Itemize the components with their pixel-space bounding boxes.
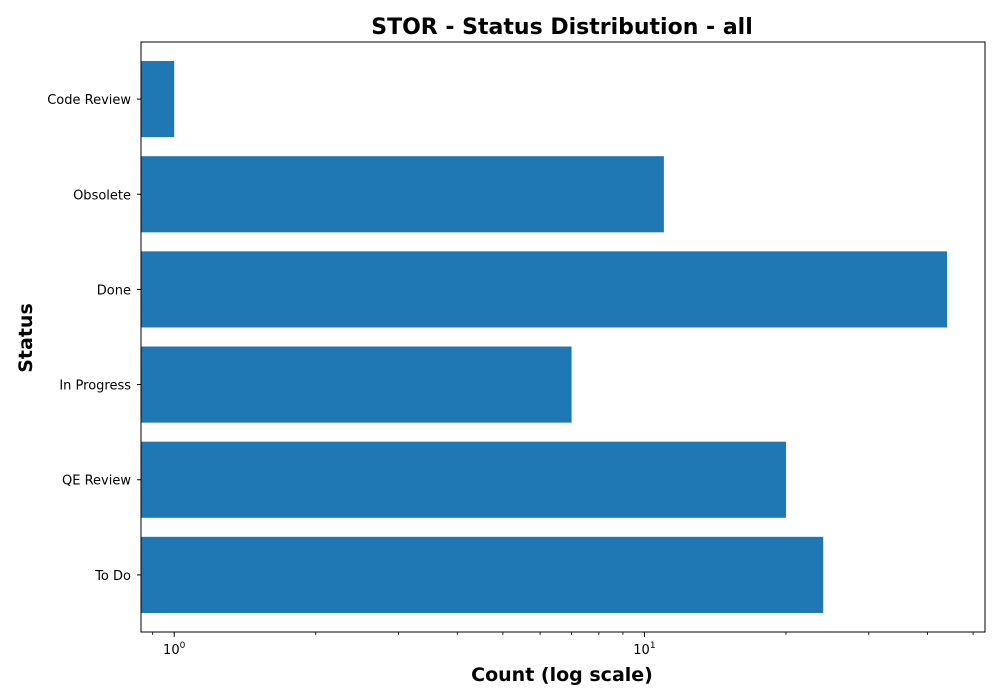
y-tick-label: To Do	[94, 569, 131, 584]
y-axis-label: Status	[15, 303, 37, 373]
bar-done	[141, 251, 947, 328]
y-tick-label: In Progress	[59, 379, 131, 394]
y-tick-label: QE Review	[62, 474, 131, 489]
bars-group	[141, 61, 947, 613]
chart-title: STOR - Status Distribution - all	[371, 15, 753, 40]
plot-frame	[140, 41, 986, 633]
bar-in-progress	[141, 346, 572, 423]
x-axis-label: Count (log scale)	[471, 664, 653, 686]
x-tick-label: 100	[163, 641, 186, 658]
y-tick-label: Done	[97, 283, 131, 298]
y-tick-label: Code Review	[47, 93, 131, 108]
y-tick-label: Obsolete	[73, 188, 131, 203]
ticks-group: Code Review Obsolete Done In Progress QE Rev…	[47, 93, 974, 658]
bar-to-do	[141, 536, 824, 613]
x-tick-label: 101	[633, 641, 655, 658]
bar-obsolete	[141, 156, 664, 233]
bar-qe-review	[141, 441, 786, 518]
bar-code-review	[141, 61, 175, 138]
